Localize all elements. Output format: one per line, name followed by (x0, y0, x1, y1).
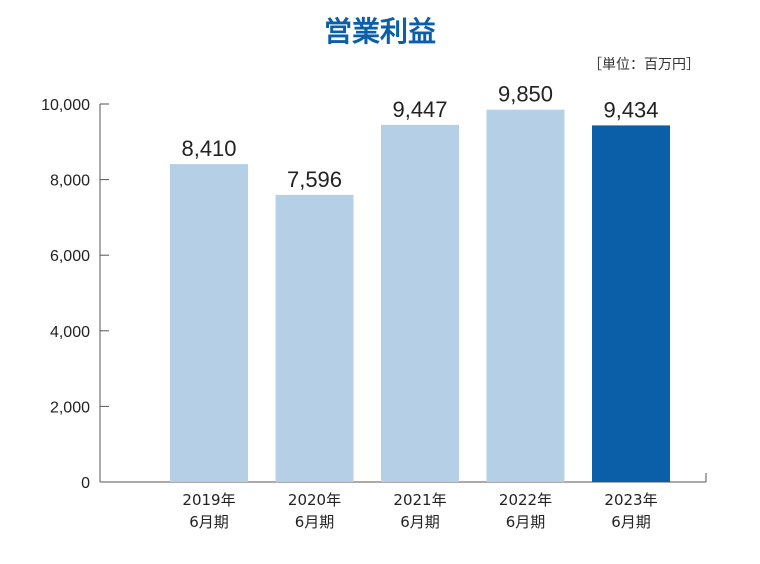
category-label-2-line-1: 6月期 (400, 513, 440, 531)
y-tick-label: 4,000 (50, 324, 90, 341)
category-label-0-line-0: 2019年 (182, 491, 235, 509)
y-tick-label: 10,000 (41, 97, 90, 114)
category-label-3-line-1: 6月期 (506, 513, 546, 531)
y-tick-label: 6,000 (50, 248, 90, 265)
category-label-0-line-1: 6月期 (189, 513, 229, 531)
y-tick-label: 2,000 (50, 399, 90, 416)
category-label-1-line-1: 6月期 (295, 513, 335, 531)
y-tick-label: 8,000 (50, 173, 90, 190)
bar-0 (170, 164, 248, 483)
bar-3 (486, 109, 565, 483)
category-label-4-line-0: 2023年 (604, 491, 657, 509)
value-label-0: 8,410 (181, 136, 236, 161)
value-label-1: 7,596 (287, 167, 342, 192)
value-label-3: 9,850 (498, 82, 553, 107)
category-label-2-line-0: 2021年 (393, 491, 446, 509)
category-label-4-line-1: 6月期 (611, 513, 651, 531)
category-label-1-line-0: 2020年 (288, 491, 341, 509)
value-label-2: 9,447 (392, 97, 447, 122)
chart-title: 営業利益 (323, 15, 436, 48)
unit-label: ［単位：百万円］ (588, 57, 700, 73)
category-label-3-line-0: 2022年 (499, 491, 552, 509)
y-tick-label: 0 (81, 475, 90, 492)
bar-1 (275, 194, 354, 482)
bar-4 (592, 125, 670, 482)
value-label-4: 9,434 (603, 97, 658, 122)
bar-2 (381, 124, 459, 483)
